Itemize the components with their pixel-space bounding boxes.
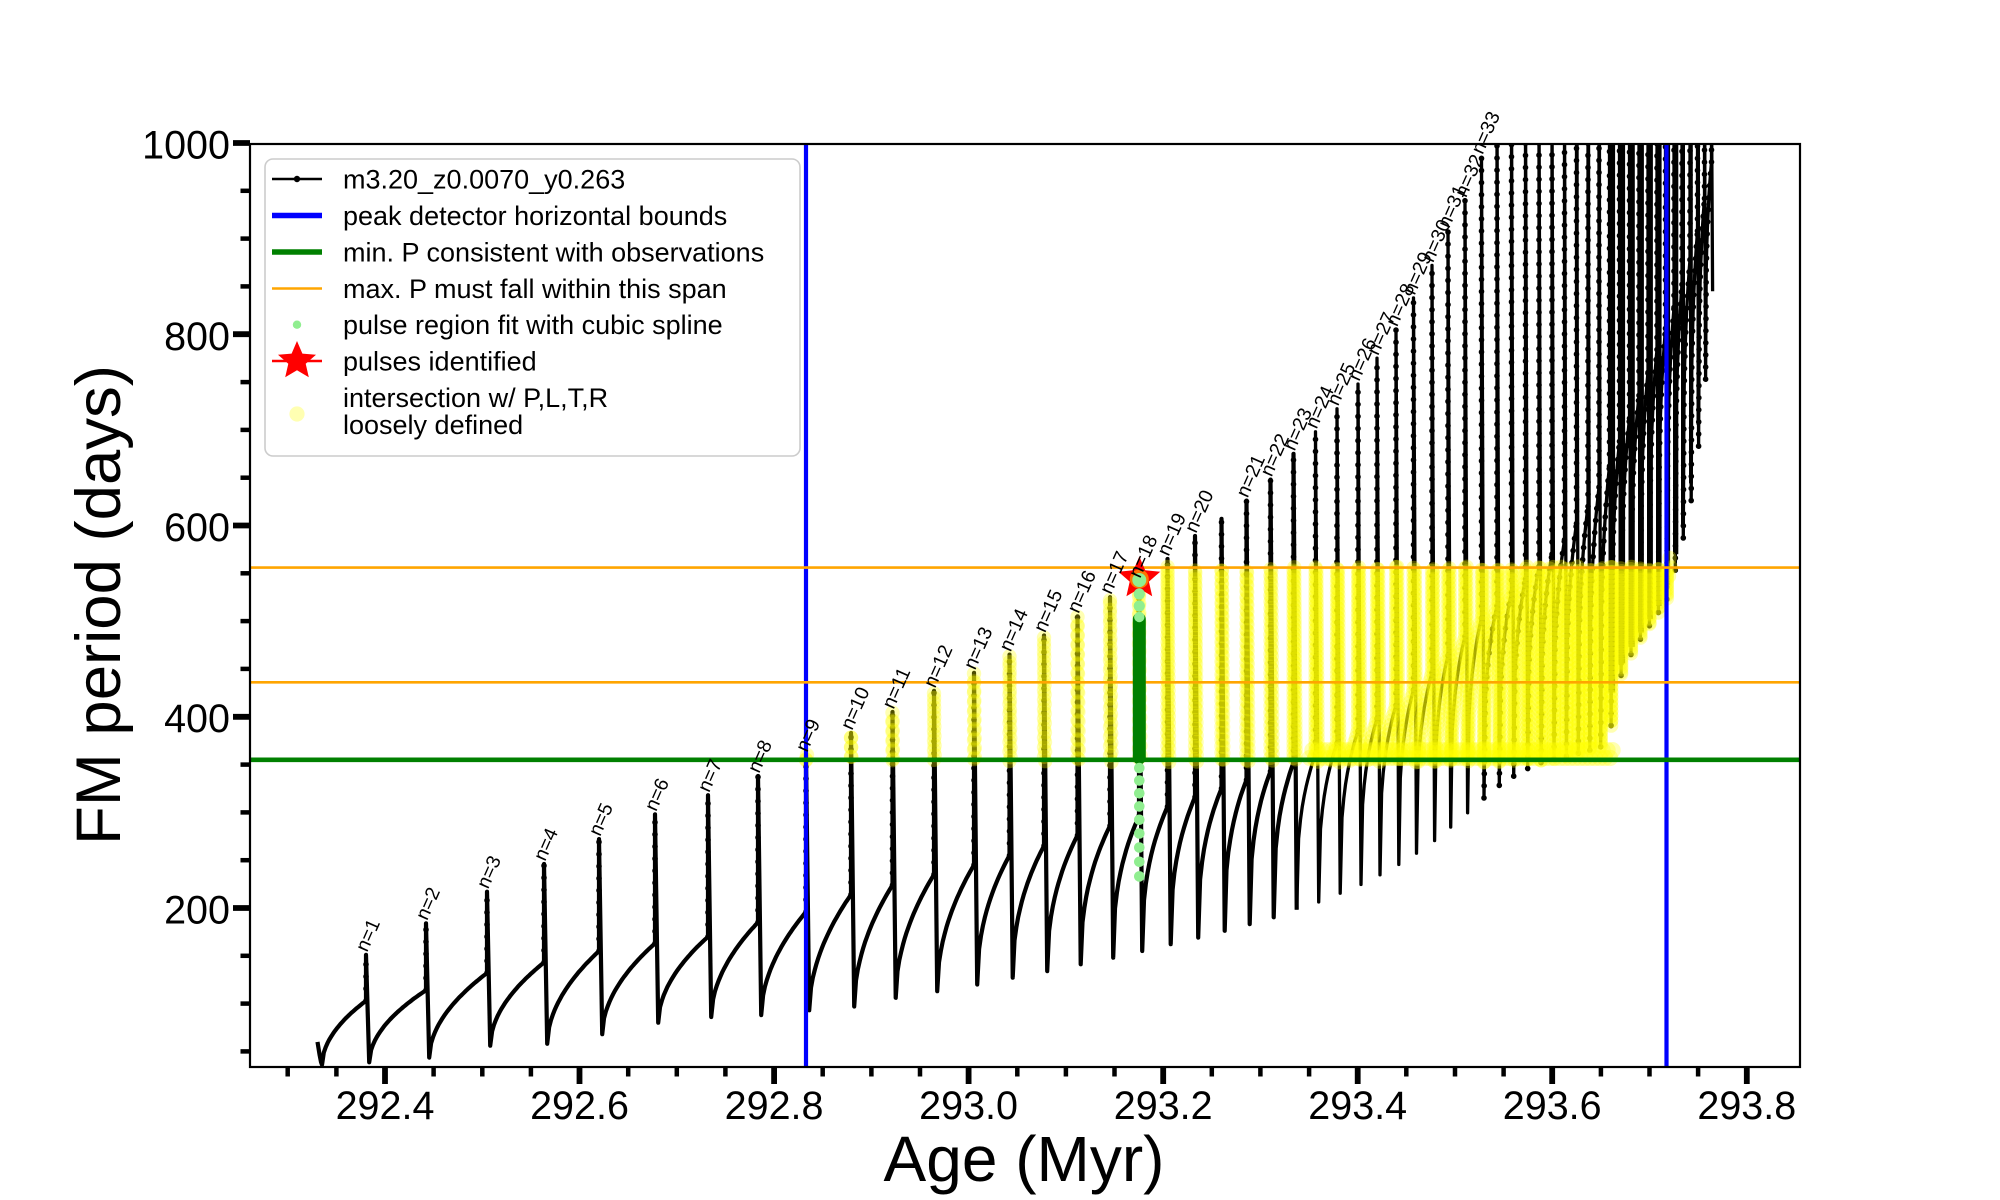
svg-text:Age (Myr): Age (Myr) [884, 1123, 1165, 1195]
svg-text:293.2: 293.2 [1114, 1084, 1213, 1128]
svg-text:293.6: 293.6 [1503, 1084, 1602, 1128]
svg-text:292.4: 292.4 [336, 1084, 435, 1128]
svg-text:200: 200 [164, 889, 230, 933]
svg-text:FM period (days): FM period (days) [64, 365, 134, 845]
svg-text:loosely defined: loosely defined [343, 410, 523, 440]
svg-text:293.8: 293.8 [1697, 1084, 1796, 1128]
svg-text:1000: 1000 [142, 124, 230, 168]
svg-text:intersection w/ P,L,T,R: intersection w/ P,L,T,R [343, 383, 608, 413]
svg-text:m3.20_z0.0070_y0.263: m3.20_z0.0070_y0.263 [343, 165, 625, 195]
svg-text:292.8: 292.8 [725, 1084, 824, 1128]
svg-text:min. P consistent with observa: min. P consistent with observations [343, 238, 764, 268]
svg-text:pulse region fit with cubic sp: pulse region fit with cubic spline [343, 310, 723, 340]
svg-text:pulses identified: pulses identified [343, 347, 537, 377]
svg-text:max. P must fall within this s: max. P must fall within this span [343, 274, 727, 304]
svg-text:293.4: 293.4 [1308, 1084, 1407, 1128]
svg-text:peak detector horizontal bound: peak detector horizontal bounds [343, 201, 727, 231]
svg-text:400: 400 [164, 697, 230, 741]
svg-text:600: 600 [164, 506, 230, 550]
svg-text:293.0: 293.0 [919, 1084, 1018, 1128]
svg-text:292.6: 292.6 [530, 1084, 629, 1128]
svg-text:800: 800 [164, 315, 230, 359]
